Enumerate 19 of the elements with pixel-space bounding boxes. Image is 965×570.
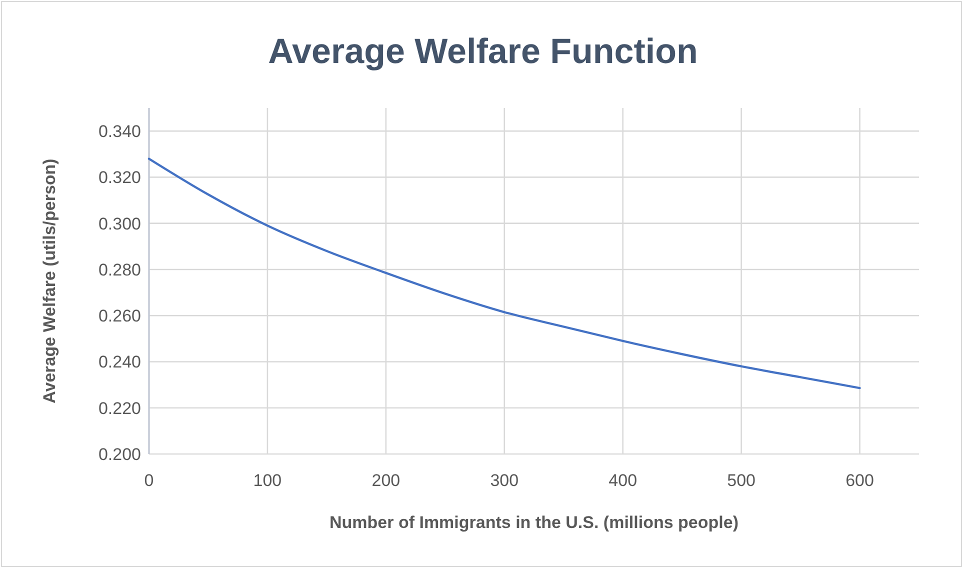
y-tick-label: 0.240 bbox=[98, 352, 141, 372]
line-series bbox=[148, 158, 861, 390]
y-tick-label: 0.300 bbox=[98, 214, 141, 234]
x-tick-label: 300 bbox=[490, 471, 519, 490]
x-tick-label: 600 bbox=[846, 471, 874, 490]
x-tick-label: 400 bbox=[608, 471, 638, 490]
y-tick-label: 0.200 bbox=[98, 444, 141, 464]
y-tick-label: 0.220 bbox=[98, 398, 141, 418]
x-tick-label: 200 bbox=[372, 471, 400, 490]
y-tick-label: 0.320 bbox=[98, 168, 141, 188]
x-tick-label: 100 bbox=[253, 471, 282, 490]
x-tick-label: 500 bbox=[727, 471, 756, 490]
y-tick-label: 0.260 bbox=[98, 306, 141, 326]
y-tick-label: 0.340 bbox=[98, 122, 141, 142]
x-axis-title: Number of Immigrants in the U.S. (millions people) bbox=[330, 513, 738, 532]
y-axis-title: Average Welfare (utils/person) bbox=[40, 158, 59, 404]
y-tick-label: 0.280 bbox=[98, 260, 141, 280]
chart-title: Average Welfare Function bbox=[268, 32, 698, 71]
x-tick-label: 0 bbox=[144, 471, 154, 490]
